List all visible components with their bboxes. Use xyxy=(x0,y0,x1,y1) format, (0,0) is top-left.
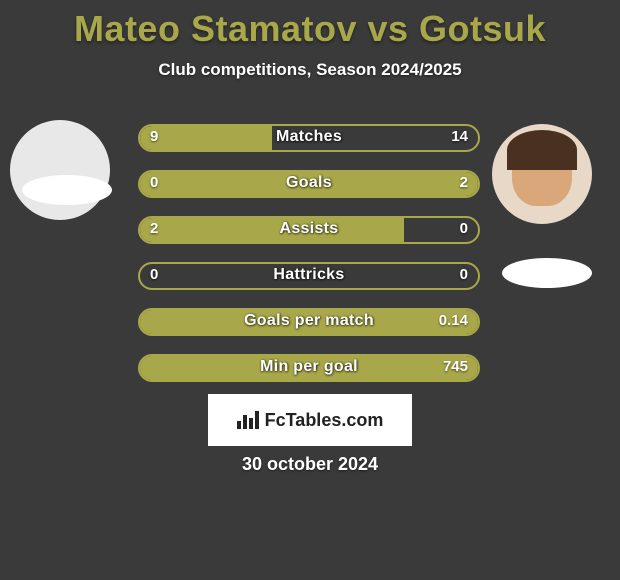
chart-bars-icon xyxy=(237,411,259,429)
comparison-title: Mateo Stamatov vs Gotsuk xyxy=(0,0,620,50)
player-right-flag xyxy=(502,258,592,288)
stat-value-right: 14 xyxy=(451,128,468,145)
stat-row: Goals per match 0.14 xyxy=(138,308,480,336)
stat-label: Min per goal xyxy=(140,358,478,376)
source-logo-text: FcTables.com xyxy=(265,410,384,431)
stat-label: Goals per match xyxy=(140,312,478,330)
player-left-flag xyxy=(22,175,112,205)
player-left-avatar xyxy=(10,120,110,220)
stat-value-right: 2 xyxy=(460,174,468,191)
stat-row: 0 Goals 2 xyxy=(138,170,480,198)
stat-label: Assists xyxy=(140,220,478,238)
stat-row: Min per goal 745 xyxy=(138,354,480,382)
stat-row: 9 Matches 14 xyxy=(138,124,480,152)
stat-value-right: 0 xyxy=(460,266,468,283)
comparison-subtitle: Club competitions, Season 2024/2025 xyxy=(0,60,620,80)
stat-row: 0 Hattricks 0 xyxy=(138,262,480,290)
stat-row: 2 Assists 0 xyxy=(138,216,480,244)
stat-label: Matches xyxy=(140,128,478,146)
snapshot-date: 30 october 2024 xyxy=(0,454,620,475)
stat-label: Hattricks xyxy=(140,266,478,284)
stat-value-right: 0.14 xyxy=(439,312,468,329)
stat-value-right: 0 xyxy=(460,220,468,237)
stat-value-right: 745 xyxy=(443,358,468,375)
player-right-avatar xyxy=(492,124,592,224)
stats-bars-container: 9 Matches 14 0 Goals 2 2 Assists 0 0 Hat… xyxy=(138,124,480,400)
source-logo: FcTables.com xyxy=(208,394,412,446)
stat-label: Goals xyxy=(140,174,478,192)
